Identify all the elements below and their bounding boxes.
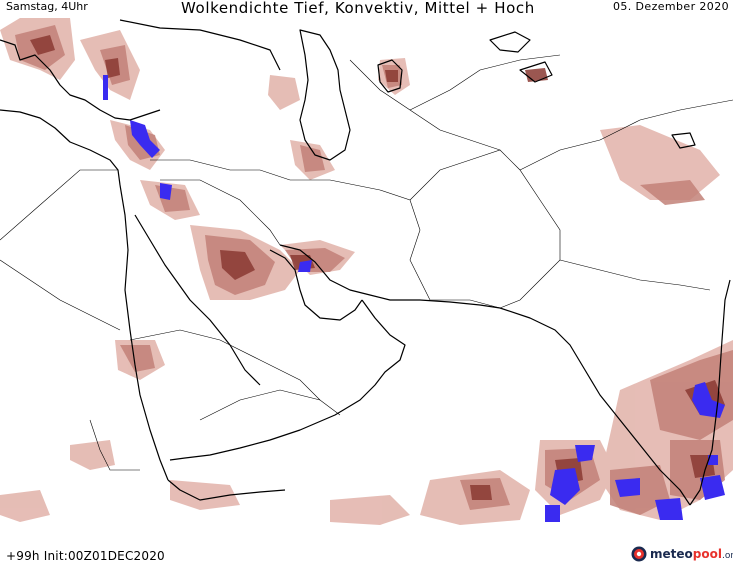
meteopool-logo[interactable]: meteopool.org xyxy=(631,546,733,562)
convective-cloud-layer xyxy=(103,75,725,522)
map-title: Wolkendichte Tief, Konvektiv, Mittel + H… xyxy=(181,0,535,17)
logo-text-pool: pool xyxy=(692,547,722,561)
meteopool-logo-icon xyxy=(631,546,647,562)
cloud-density-map xyxy=(0,17,733,526)
forecast-time-label: Samstag, 4Uhr xyxy=(6,0,88,13)
logo-text: meteopool.org xyxy=(650,547,733,561)
model-run-info: +99h Init:00Z01DEC2020 xyxy=(6,549,165,563)
coastlines xyxy=(0,19,731,506)
forecast-date: 05. Dezember 2020 xyxy=(612,0,729,13)
logo-text-org: .org xyxy=(721,551,733,561)
logo-text-meteo: meteo xyxy=(650,547,693,561)
country-borders xyxy=(0,54,733,471)
